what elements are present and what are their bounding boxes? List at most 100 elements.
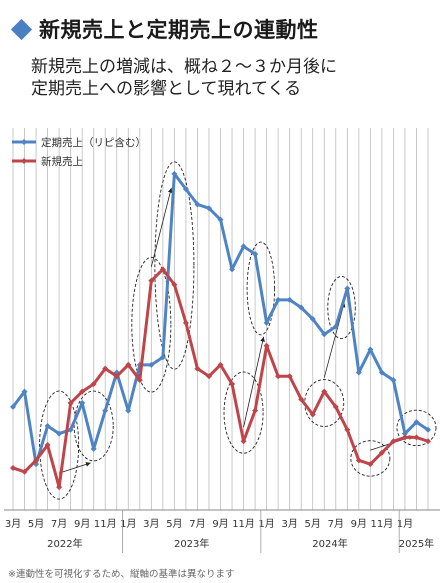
subscription-point bbox=[332, 323, 339, 330]
annotation-arrow bbox=[58, 462, 91, 474]
x-tick-label: 5月 bbox=[28, 518, 44, 530]
new-sales-point bbox=[401, 434, 408, 441]
new-sales-point bbox=[275, 373, 282, 380]
x-tick-label: 7月 bbox=[51, 518, 67, 530]
x-tick-label: 11月 bbox=[371, 518, 394, 530]
subscription-point bbox=[286, 296, 293, 303]
highlight-ellipse bbox=[223, 371, 264, 454]
subscription-point bbox=[67, 426, 74, 433]
subscription-point bbox=[344, 285, 351, 292]
highlight-ellipse bbox=[396, 409, 437, 447]
page-title: 新規売上と定期売上の連動性 bbox=[39, 18, 319, 42]
new-sales-point bbox=[44, 442, 51, 449]
new-sales-point bbox=[413, 434, 420, 441]
year-label: 2022年 bbox=[47, 537, 82, 550]
line-chart: 3月 5月 7月 9月 11月 1月 3月 5月 7月 9月 11月 1月 3月 5月 7月 9月 11月 1月2… bbox=[4, 128, 440, 553]
legend-label: 新規売上 bbox=[41, 155, 83, 168]
new-sales-point bbox=[367, 461, 374, 468]
new-sales-point bbox=[56, 484, 63, 491]
new-sales-point bbox=[21, 468, 28, 475]
subscription-point bbox=[102, 407, 109, 414]
x-tick-label: 7月 bbox=[328, 518, 344, 530]
year-label: 2023年 bbox=[174, 537, 209, 550]
x-tick-label: 3月 bbox=[5, 518, 21, 530]
x-tick-label: 11月 bbox=[94, 518, 117, 530]
x-tick-label: 7月 bbox=[189, 518, 205, 530]
x-tick-label: 11月 bbox=[232, 518, 255, 530]
highlight-ellipse bbox=[39, 390, 80, 500]
highlight-ellipse bbox=[73, 390, 114, 462]
subscription-point bbox=[21, 388, 28, 395]
x-tick-label: 1月 bbox=[258, 518, 274, 530]
annotation-arrow bbox=[323, 302, 346, 378]
highlight-ellipse bbox=[154, 161, 195, 370]
legend-swatch-marker bbox=[21, 139, 27, 145]
subscription-point bbox=[263, 319, 270, 326]
new-sales-point bbox=[79, 388, 86, 395]
new-sales-point bbox=[148, 277, 155, 284]
subscription-point bbox=[367, 346, 374, 353]
new-sales-point bbox=[113, 373, 120, 380]
plot-area bbox=[4, 128, 440, 510]
subscription-point bbox=[252, 251, 259, 258]
new-sales-point bbox=[252, 407, 259, 414]
subtitle-line: 定期売上への影響として現れてくる bbox=[31, 79, 302, 99]
subscription-point bbox=[401, 430, 408, 437]
new-sales-point bbox=[332, 403, 339, 410]
footnote: ※連動性を可視化するため、縦軸の基準は異なります bbox=[8, 569, 235, 580]
new-sales-point bbox=[205, 373, 212, 380]
x-tick-label: 1月 bbox=[120, 518, 136, 530]
subscription-point bbox=[44, 422, 51, 429]
subscription-point bbox=[125, 407, 132, 414]
new-sales-point bbox=[378, 449, 385, 456]
new-sales-point bbox=[102, 365, 109, 372]
x-tick-label: 5月 bbox=[305, 518, 321, 530]
new-sales-point bbox=[182, 319, 189, 326]
new-sales-point bbox=[10, 464, 16, 471]
title-row: 新規売上と定期売上の連動性 bbox=[10, 14, 319, 44]
new-sales-point bbox=[159, 266, 166, 273]
subscription-point bbox=[79, 400, 86, 407]
subscription-point bbox=[159, 354, 166, 361]
highlight-ellipse bbox=[327, 275, 356, 340]
new-sales-point bbox=[125, 361, 132, 368]
year-label: 2024年 bbox=[312, 537, 347, 550]
subscription-point bbox=[413, 419, 420, 426]
legend-label: 定期売上（リピ含む） bbox=[41, 136, 146, 149]
annotation-arrow bbox=[150, 187, 173, 267]
year-label: 2025年 bbox=[399, 537, 434, 550]
new-sales-point bbox=[321, 388, 328, 395]
subtitle: 新規売上の増減は、概ね２～３か月後に 定期売上への影響として現れてくる bbox=[31, 56, 337, 100]
new-sales-point bbox=[171, 281, 178, 288]
new-sales-point bbox=[390, 438, 397, 445]
x-tick-label: 1月 bbox=[397, 518, 413, 530]
new-sales-point bbox=[286, 373, 293, 380]
subscription-point bbox=[217, 216, 224, 223]
subscription-point bbox=[309, 316, 316, 322]
x-tick-label: 3月 bbox=[143, 518, 159, 530]
subscription-point bbox=[355, 369, 362, 376]
subscription-point bbox=[378, 369, 385, 376]
subscription-point bbox=[425, 426, 431, 433]
legend-swatch-marker bbox=[21, 158, 27, 164]
new-sales-point bbox=[136, 377, 143, 384]
new-sales-point bbox=[425, 438, 431, 445]
new-sales-point bbox=[67, 400, 74, 407]
new-sales-point bbox=[309, 411, 316, 418]
new-sales-point bbox=[344, 426, 351, 433]
subscription-point bbox=[205, 205, 212, 212]
x-tick-label: 5月 bbox=[166, 518, 182, 530]
subscription-point bbox=[148, 361, 155, 368]
highlight-ellipse bbox=[350, 440, 391, 477]
x-tick-label: 3月 bbox=[281, 518, 297, 530]
x-tick-label: 9月 bbox=[351, 518, 367, 530]
subscription-point bbox=[182, 186, 189, 193]
new-sales-point bbox=[90, 380, 97, 387]
x-tick-label: 9月 bbox=[212, 518, 228, 530]
subscription-point bbox=[240, 243, 247, 250]
x-tick-label: 9月 bbox=[74, 518, 90, 530]
new-sales-point bbox=[217, 361, 224, 368]
subscription-point bbox=[90, 445, 97, 452]
new-sales-point bbox=[194, 365, 201, 372]
subscription-point bbox=[321, 331, 328, 338]
